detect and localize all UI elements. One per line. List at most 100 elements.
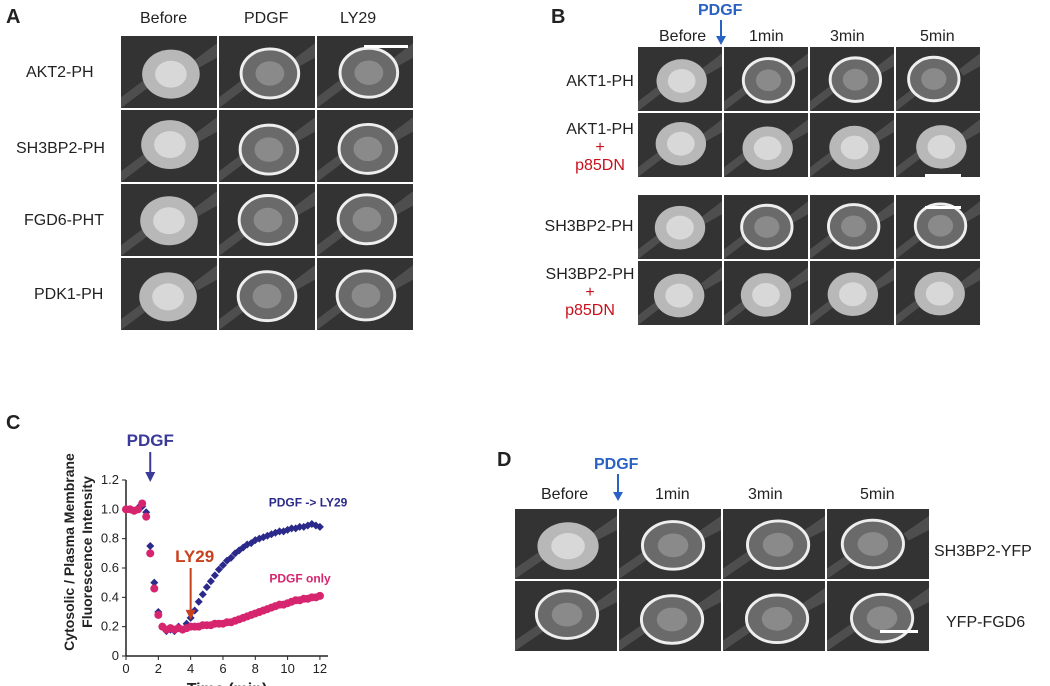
x-tick-label: 6 (219, 661, 226, 676)
y-tick-label: 0.2 (101, 619, 119, 634)
panel-d-image-r1-c4 (826, 508, 930, 580)
panel-d-col-3min: 3min (748, 486, 783, 503)
panel-b-row4-plus: + (585, 284, 595, 301)
panel-b-image-r1-c1 (637, 46, 723, 112)
panel-d-col-before: Before (541, 486, 589, 503)
ly29-annotation-label: LY29 (175, 547, 214, 566)
panel-b-image-r4-c1 (637, 260, 723, 326)
data-point-pdgf-ly29 (267, 530, 276, 539)
panel-b-row3-label: SH3BP2-PH (544, 218, 634, 235)
panel-b-col-5min: 5min (920, 28, 955, 45)
panel-b-row4-label: SH3BP2-PH + p85DN (520, 266, 660, 320)
data-point-pdgf-ly29 (214, 565, 223, 574)
data-point-pdgf-ly29 (202, 583, 211, 592)
data-point-pdgf-ly29 (218, 561, 227, 570)
x-axis-label: Time (min) (187, 681, 268, 686)
data-point-pdgf-ly29 (243, 540, 252, 549)
panel-a-image-r1-c1 (120, 35, 218, 109)
data-point-pdgf-ly29 (206, 577, 215, 586)
panel-b-image-r4-c4 (895, 260, 981, 326)
panel-b-image-r2-c4 (895, 112, 981, 178)
panel-a-row-fgd6: FGD6-PHT (24, 212, 104, 229)
panel-a-label: A (6, 6, 21, 28)
panel-b-row2-line1: AKT1-PH (566, 121, 634, 138)
panel-a-image-r4-c1 (120, 257, 218, 331)
panel-d-label: D (497, 449, 512, 471)
panel-b-pdgf-arrow (716, 20, 726, 45)
data-point-pdgf-ly29 (194, 597, 203, 606)
panel-d-image-r2-c3 (722, 580, 826, 652)
panel-a-col-pdgf: PDGF (244, 10, 289, 27)
panel-a-image-r3-c3 (316, 183, 414, 257)
panel-d-image-r1-c2 (618, 508, 722, 580)
pdgf-annotation-label: PDGF (127, 431, 174, 450)
data-point-pdgf-only (138, 499, 147, 508)
panel-a-image-r4-c2 (218, 257, 316, 331)
panel-d-col-1min: 1min (655, 486, 690, 503)
panel-b-label: B (551, 6, 566, 28)
data-point-pdgf-ly29 (251, 536, 260, 545)
y-axis-label-line2: Fluorescence Intensity (79, 476, 95, 628)
pdgf-arrow-head (145, 472, 156, 482)
panel-b-image-r2-c3 (809, 112, 895, 178)
panel-a-col-ly29: LY29 (340, 10, 377, 27)
panel-b-image-r2-c1 (637, 112, 723, 178)
panel-b-row4-line1: SH3BP2-PH (545, 266, 635, 283)
x-tick-label: 2 (155, 661, 162, 676)
data-point-pdgf-only (315, 591, 324, 600)
data-point-pdgf-ly29 (271, 528, 280, 537)
data-point-pdgf-only (134, 505, 143, 514)
panel-a-col-before: Before (140, 10, 188, 27)
data-point-pdgf-ly29 (210, 571, 219, 580)
panel-a-image-r3-c1 (120, 183, 218, 257)
data-point-pdgf-ly29 (227, 553, 236, 562)
data-point-pdgf-only (142, 512, 151, 521)
scale-bar (925, 174, 961, 177)
panel-a-image-r3-c2 (218, 183, 316, 257)
data-point-pdgf-ly29 (231, 549, 240, 558)
data-point-pdgf-ly29 (279, 527, 288, 536)
data-point-pdgf-ly29 (146, 542, 155, 550)
panel-a-image-r1-c2 (218, 35, 316, 109)
x-tick-label: 8 (252, 661, 259, 676)
panel-b-row2-line3: p85DN (575, 157, 625, 174)
panel-d-row-fgd6: YFP-FGD6 (946, 614, 1026, 631)
data-point-pdgf-only (154, 610, 163, 619)
data-point-pdgf-ly29 (295, 522, 304, 531)
panel-c-label: C (6, 412, 21, 434)
panel-b-col-1min: 1min (749, 28, 784, 45)
x-tick-label: 4 (187, 661, 194, 676)
panel-b-col-3min: 3min (830, 28, 865, 45)
panel-b-image-r4-c3 (809, 260, 895, 326)
panel-b-col-before: Before (659, 28, 707, 45)
panel-d-col-5min: 5min (860, 486, 895, 503)
panel-b-image-r4-c2 (723, 260, 809, 326)
data-point-pdgf-ly29 (287, 524, 296, 533)
panel-d-row-sh3bp2: SH3BP2-YFP (934, 543, 1032, 560)
data-point-pdgf-ly29 (275, 527, 284, 536)
y-tick-label: 0.4 (101, 589, 119, 604)
panel-b-image-r1-c2 (723, 46, 809, 112)
panel-d-image-r1-c1 (514, 508, 618, 580)
panel-b-image-r3-c1 (637, 194, 723, 260)
data-point-pdgf-ly29 (198, 590, 207, 599)
panel-a-row-pdk1: PDK1-PH (34, 286, 104, 303)
series-label-pdgf-only: PDGF only (269, 572, 331, 586)
data-point-pdgf-ly29 (150, 578, 159, 587)
x-tick-label: 0 (122, 661, 129, 676)
panel-b-image-r1-c3 (809, 46, 895, 112)
panel-a-row-akt2: AKT2-PH (26, 64, 94, 81)
panel-b-pdgf-label: PDGF (698, 2, 743, 19)
data-point-pdgf-only (150, 584, 159, 593)
ly29-arrow-head (185, 609, 196, 620)
x-tick-label: 12 (313, 661, 327, 676)
panel-b-row2-label: AKT1-PH + p85DN (540, 121, 660, 175)
panel-b-image-r1-c4 (895, 46, 981, 112)
panel-d-image-r2-c2 (618, 580, 722, 652)
x-tick-label: 10 (280, 661, 294, 676)
data-point-pdgf-ly29 (311, 521, 320, 530)
y-tick-label: 0.8 (101, 531, 119, 546)
panel-a-image-r4-c3 (316, 257, 414, 331)
y-axis-label-line1: Cytosolic / Plasma Membrane (61, 453, 77, 651)
panel-a-image-r2-c2 (218, 109, 316, 183)
